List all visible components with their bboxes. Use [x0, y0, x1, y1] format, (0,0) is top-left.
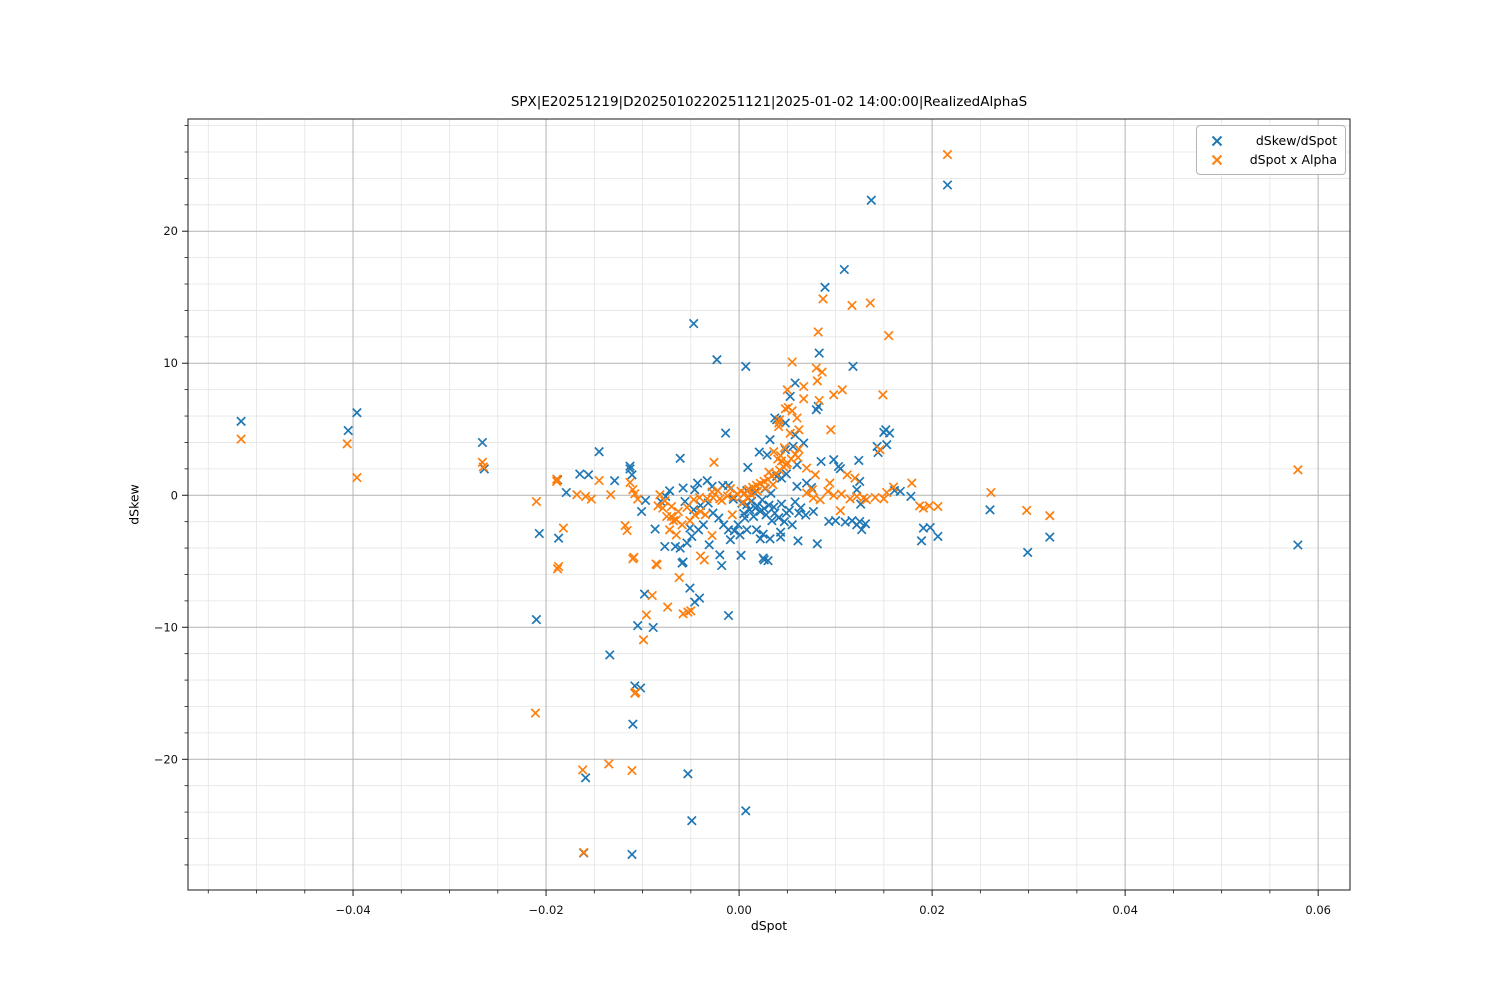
x-marker-icon [1206, 153, 1228, 167]
svg-text:0: 0 [171, 488, 178, 502]
svg-text:0.00: 0.00 [726, 903, 752, 917]
grid-minor [188, 119, 1350, 890]
y-axis-label: dSkew [126, 484, 142, 525]
svg-text:−20: −20 [154, 752, 178, 766]
axis-ticks [182, 125, 1319, 896]
x-marker-icon [1206, 134, 1228, 148]
svg-text:−0.02: −0.02 [528, 903, 563, 917]
legend-entry-dspot-x-alpha: dSpot x Alpha [1206, 150, 1337, 169]
chart-title: SPX|E20251219|D2025010220251121|2025-01-… [510, 94, 1028, 110]
svg-text:−10: −10 [154, 620, 178, 634]
legend-label: dSpot x Alpha [1249, 152, 1337, 167]
svg-text:20: 20 [163, 224, 178, 238]
svg-text:−0.04: −0.04 [335, 903, 370, 917]
y-tick-labels: −20 −10 0 10 20 [154, 224, 178, 766]
series-dskew-dspot [236, 180, 1303, 860]
svg-text:10: 10 [163, 356, 178, 370]
x-axis-label: dSpot [750, 918, 788, 933]
legend: dSkew/dSpot dSpot x Alpha [1196, 125, 1346, 175]
svg-text:0.06: 0.06 [1305, 903, 1331, 917]
axes-box [187, 118, 1351, 891]
series-dspot-x-alpha [236, 149, 1303, 858]
x-tick-labels: −0.04 −0.02 0.00 0.02 0.04 0.06 [335, 903, 1331, 917]
svg-text:0.02: 0.02 [919, 903, 945, 917]
legend-entry-dskew-dspot: dSkew/dSpot [1206, 131, 1337, 150]
legend-label: dSkew/dSpot [1255, 133, 1337, 148]
svg-text:0.04: 0.04 [1112, 903, 1138, 917]
